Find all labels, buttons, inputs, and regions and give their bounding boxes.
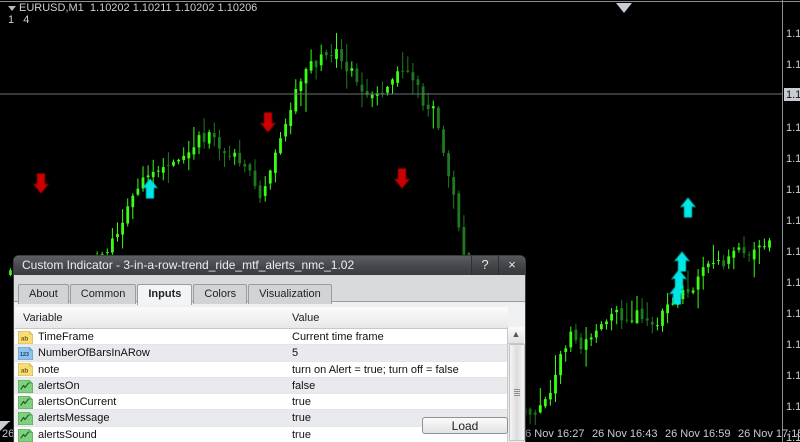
svg-text:26 Nov 16:43: 26 Nov 16:43 [592,428,657,440]
svg-text:26 Nov 16:27: 26 Nov 16:27 [519,428,584,440]
svg-text:1.10: 1.10 [786,89,800,101]
svg-text:1.10: 1.10 [786,153,800,165]
svg-text:123: 123 [20,352,29,358]
svg-text:26 Nov 17:15: 26 Nov 17:15 [738,428,800,440]
svg-text:1.10: 1.10 [786,308,800,320]
svg-text:1.10: 1.10 [786,59,800,71]
svg-text:1.10: 1.10 [786,370,800,382]
svg-text:1.10: 1.10 [786,277,800,289]
svg-text:1.10: 1.10 [786,184,800,196]
svg-text:ab: ab [21,368,29,375]
svg-text:1.10: 1.10 [786,215,800,227]
svg-text:1.10: 1.10 [786,401,800,413]
svg-text:1.10: 1.10 [786,122,800,134]
svg-text:1.10: 1.10 [786,246,800,258]
svg-text:1.10: 1.10 [786,339,800,351]
svg-text:1.10: 1.10 [786,28,800,40]
svg-text:ab: ab [21,335,29,342]
svg-text:26 Nov 16:59: 26 Nov 16:59 [665,428,730,440]
